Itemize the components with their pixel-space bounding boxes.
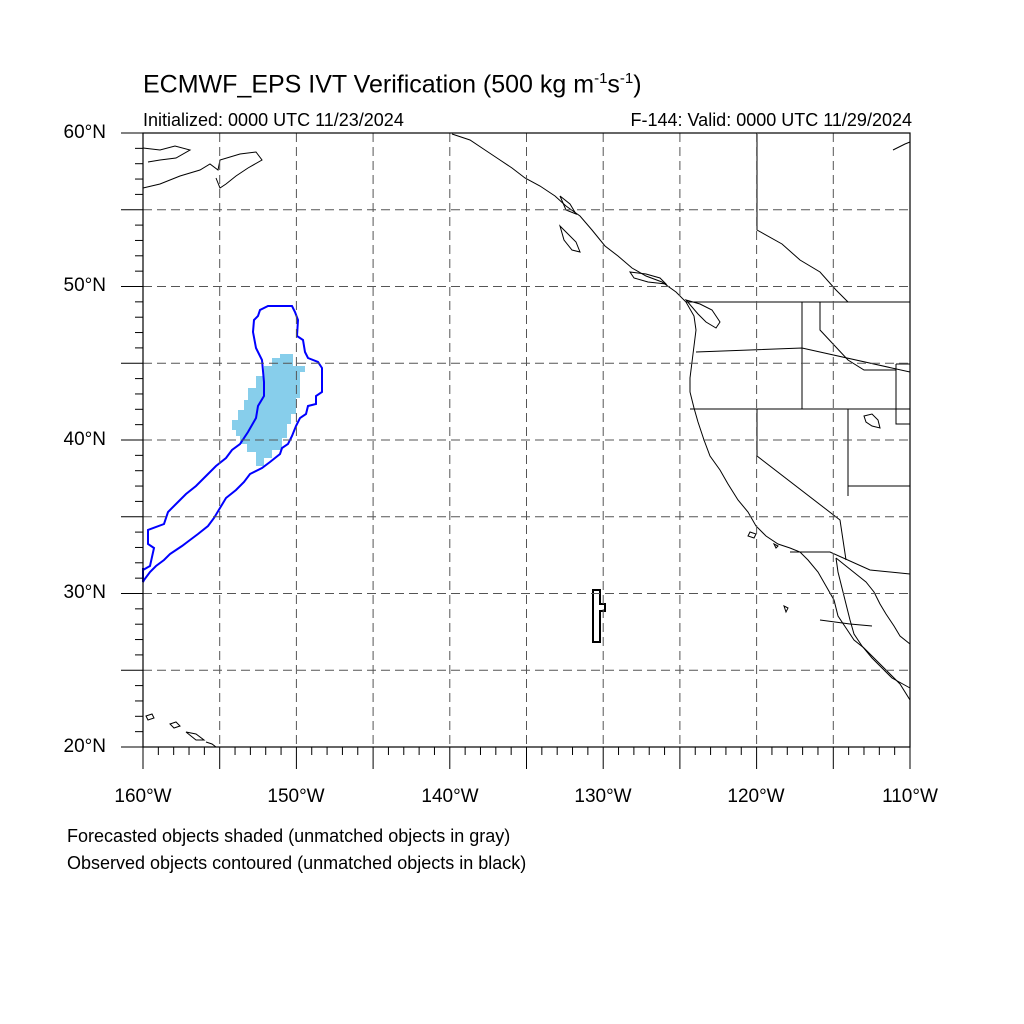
forecast-object [232,354,305,466]
lat-label-60: 60°N [63,122,106,143]
lon-label-150w: 150°W [267,786,325,807]
chart-title: ECMWF_EPS IVT Verification (500 kg m-1s-… [143,70,642,99]
lon-label-140w: 140°W [421,786,479,807]
init-time-label: Initialized: 0000 UTC 11/23/2024 [143,110,404,130]
valid-time-label: F-144: Valid: 0000 UTC 11/29/2024 [630,110,912,130]
gridlines [143,133,910,747]
political-borders [686,134,911,627]
lat-label-20: 20°N [63,736,106,757]
lon-label-130w: 130°W [574,786,632,807]
lon-label-110w: 110°W [882,786,938,807]
lat-label-50: 50°N [63,275,106,296]
lat-label-40: 40°N [63,429,106,450]
lon-label-120w: 120°W [727,786,785,807]
observed-note: Observed objects contoured (unmatched ob… [67,853,527,873]
coastlines [142,133,911,748]
observed-object-matched [142,305,323,583]
observed-object-unmatched [592,589,606,643]
lat-label-30: 30°N [63,582,106,603]
forecast-note: Forecasted objects shaded (unmatched obj… [67,826,511,846]
lon-label-160w: 160°W [114,786,172,807]
axis-ticks [121,132,911,769]
